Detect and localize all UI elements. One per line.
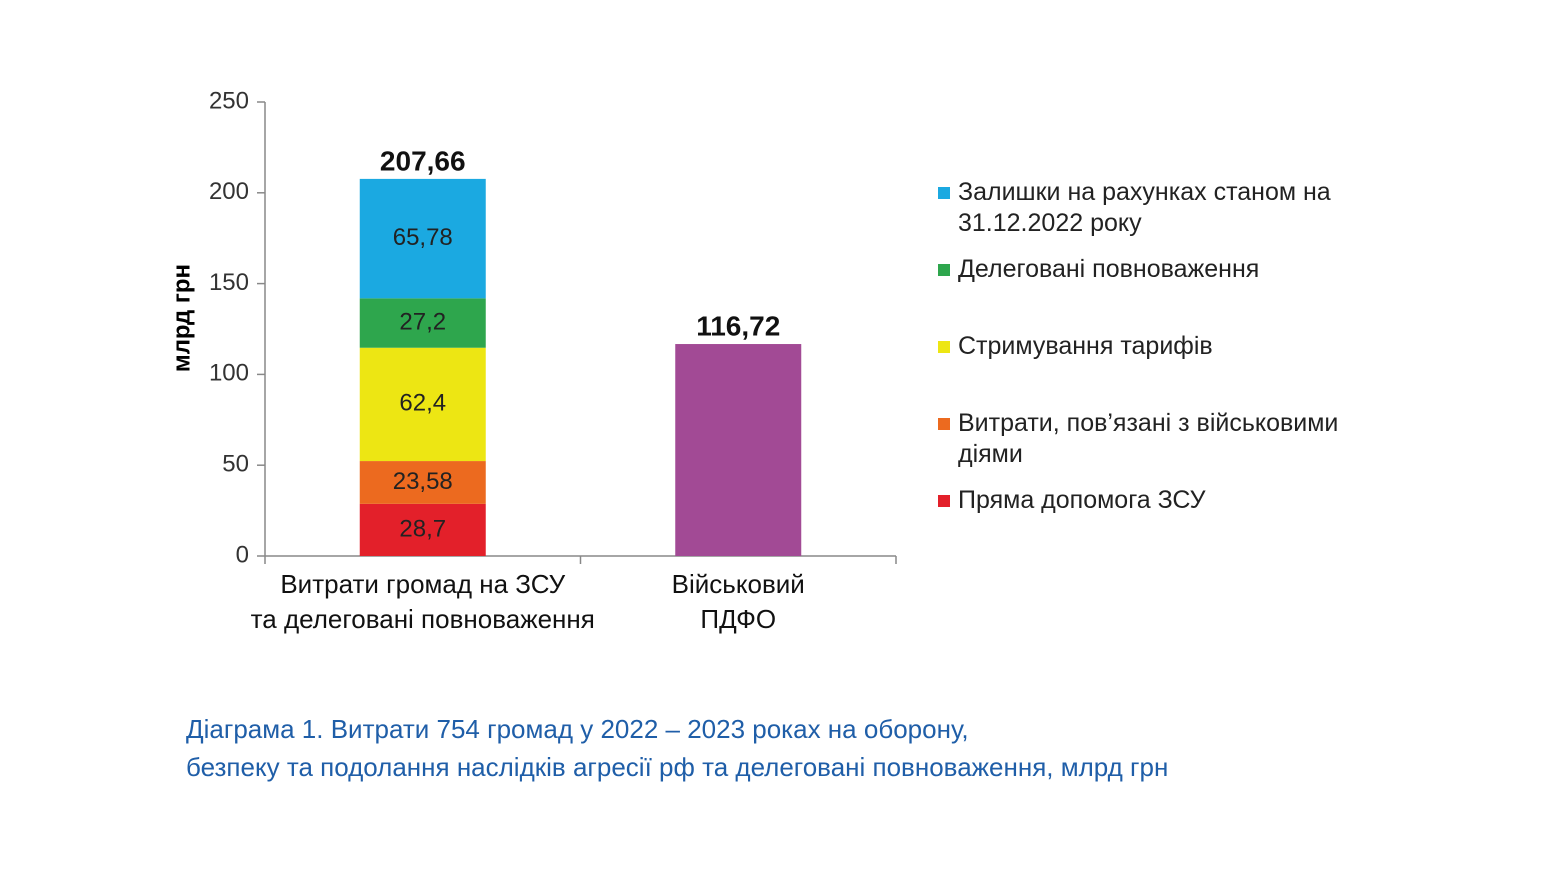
total-label: 116,72: [696, 310, 780, 341]
y-tick-label: 0: [236, 541, 249, 568]
legend-swatch: [938, 495, 950, 507]
x-tick-label: та делеговані повноваження: [251, 604, 595, 634]
y-tick-label: 150: [209, 269, 249, 296]
bar-segment: [359, 178, 486, 299]
y-axis-label: млрд грн: [168, 264, 195, 372]
legend-item: Стримування тарифів: [938, 331, 1408, 362]
bar-segment: [675, 344, 802, 556]
legend-swatch: [938, 341, 950, 353]
x-tick-label: Військовий: [672, 569, 805, 599]
legend-label: Стримування тарифів: [958, 332, 1213, 360]
x-tick-label: Витрати громад на ЗСУ: [280, 569, 565, 599]
total-label: 207,66: [380, 145, 466, 176]
bar-segment: [359, 503, 486, 556]
bar-segment: [359, 461, 486, 504]
legend-item: Делеговані повноваження: [938, 254, 1408, 285]
legend-item: Витрати, пов’язані з військовими діями: [938, 408, 1408, 470]
y-tick-label: 50: [222, 451, 249, 478]
y-tick-label: 200: [209, 178, 249, 205]
y-tick-label: 100: [209, 360, 249, 387]
value-label: 23,58: [393, 468, 453, 495]
legend-label: Витрати, пов’язані з військовими діями: [958, 409, 1339, 468]
value-label: 62,4: [399, 390, 446, 417]
legend-label: Залишки на рахунках станом на 31.12.2022…: [958, 178, 1331, 237]
legend-item: Залишки на рахунках станом на 31.12.2022…: [938, 177, 1408, 239]
value-label: 28,7: [399, 515, 446, 542]
caption-line: Діаграма 1. Витрати 754 громад у 2022 – …: [186, 714, 969, 744]
legend-item: Пряма допомога ЗСУ: [938, 485, 1408, 516]
caption-line: безпеку та подолання наслідків агресії р…: [186, 752, 1169, 782]
legend-swatch: [938, 187, 950, 199]
legend-label: Пряма допомога ЗСУ: [958, 486, 1206, 514]
bar-segment: [359, 298, 486, 348]
legend-swatch: [938, 418, 950, 430]
value-label: 65,78: [393, 224, 453, 251]
y-tick-label: 250: [209, 87, 249, 114]
legend-label: Делеговані повноваження: [958, 255, 1260, 283]
x-tick-label: ПДФО: [700, 604, 776, 634]
value-label: 27,2: [399, 308, 446, 335]
legend-swatch: [938, 264, 950, 276]
bar-segment: [359, 347, 486, 462]
